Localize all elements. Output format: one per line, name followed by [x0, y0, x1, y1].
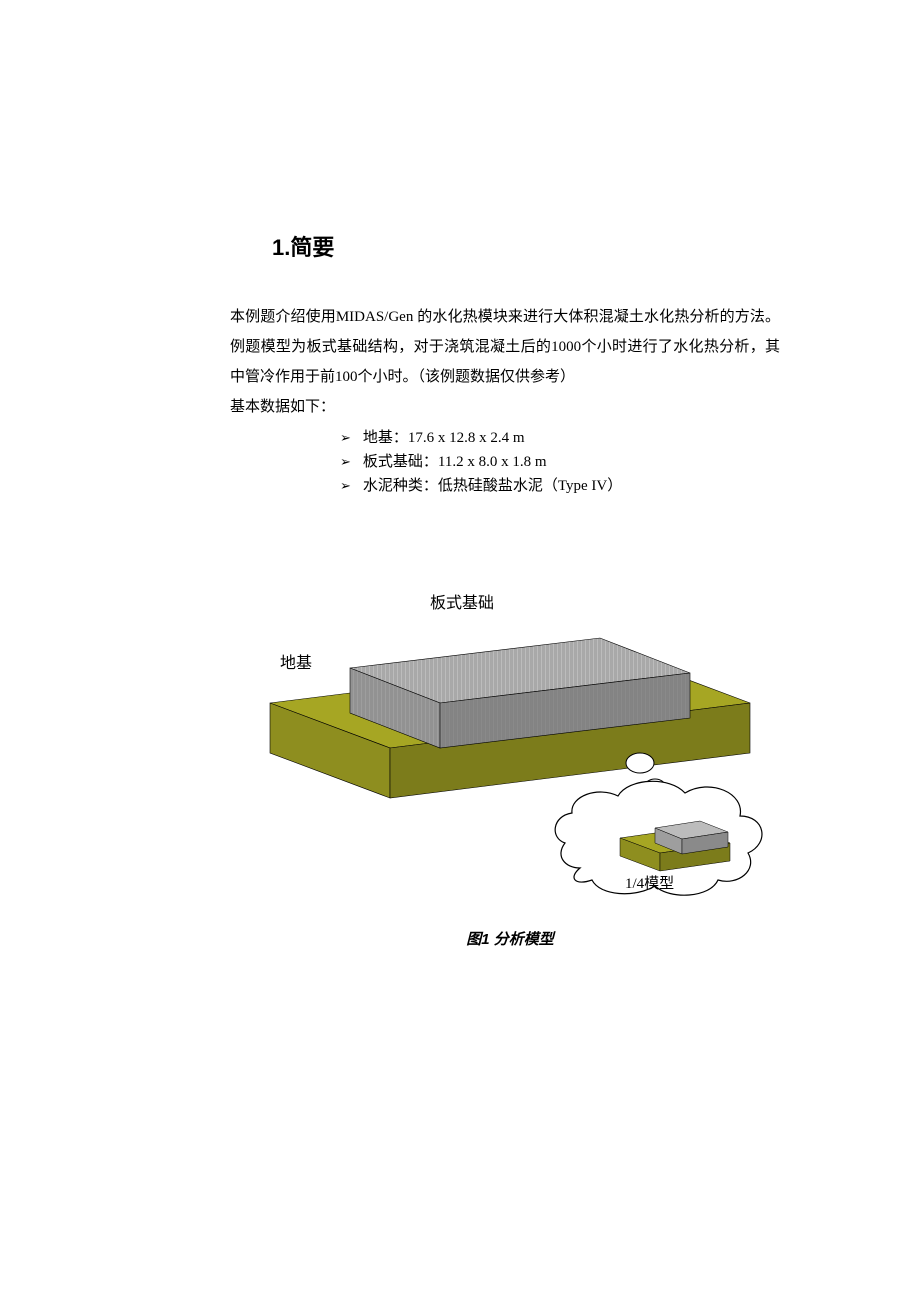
document-page: 1.简要 本例题介绍使用MIDAS/Gen 的水化热模块来进行大体积混凝土水化热…: [0, 0, 920, 1302]
bullet-icon: ➢: [340, 452, 351, 473]
intro-paragraph-2: 基本数据如下：: [230, 392, 780, 422]
bullet-icon: ➢: [340, 476, 351, 497]
bubble-icon: [626, 753, 654, 773]
list-item-text: 水泥种类：低热硅酸盐水泥（Type IV）: [363, 474, 622, 498]
list-item: ➢ 板式基础：11.2 x 8.0 x 1.8 m: [340, 450, 780, 474]
figure-1: 板式基础 地基 1/4模型 图1 分析模型: [230, 538, 790, 918]
label-foundation: 板式基础: [430, 594, 494, 612]
figure-caption: 图1 分析模型: [230, 928, 790, 949]
list-item-text: 地基：17.6 x 12.8 x 2.4 m: [363, 426, 525, 450]
label-inset: 1/4模型: [625, 875, 674, 892]
bullet-icon: ➢: [340, 428, 351, 449]
model-diagram: 板式基础 地基 1/4模型: [230, 538, 790, 918]
data-list: ➢ 地基：17.6 x 12.8 x 2.4 m ➢ 板式基础：11.2 x 8…: [340, 426, 780, 498]
list-item: ➢ 水泥种类：低热硅酸盐水泥（Type IV）: [340, 474, 780, 498]
section-heading: 1.简要: [272, 230, 780, 262]
intro-paragraph-1: 本例题介绍使用MIDAS/Gen 的水化热模块来进行大体积混凝土水化热分析的方法…: [230, 302, 780, 392]
label-base: 地基: [280, 654, 312, 672]
list-item-text: 板式基础：11.2 x 8.0 x 1.8 m: [363, 450, 547, 474]
list-item: ➢ 地基：17.6 x 12.8 x 2.4 m: [340, 426, 780, 450]
